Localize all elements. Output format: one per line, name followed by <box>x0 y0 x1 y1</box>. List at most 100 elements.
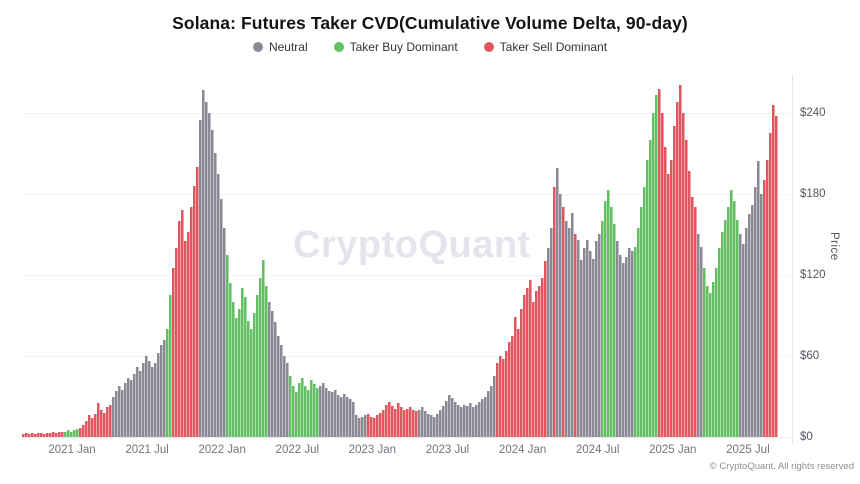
cvd-bar[interactable] <box>616 241 619 437</box>
cvd-bar[interactable] <box>640 207 643 437</box>
cvd-bar[interactable] <box>124 383 127 437</box>
cvd-bar[interactable] <box>187 231 190 437</box>
cvd-bar[interactable] <box>172 268 175 437</box>
legend-item-taker-sell-dominant[interactable]: Taker Sell Dominant <box>483 40 607 54</box>
cvd-bar[interactable] <box>337 395 340 437</box>
cvd-bar[interactable] <box>706 285 709 437</box>
cvd-bar[interactable] <box>73 430 76 437</box>
cvd-bar[interactable] <box>571 212 574 437</box>
cvd-bar[interactable] <box>154 362 157 437</box>
cvd-bar[interactable] <box>238 308 241 437</box>
cvd-bar[interactable] <box>538 285 541 437</box>
cvd-bar[interactable] <box>61 431 64 437</box>
cvd-bar[interactable] <box>22 434 25 437</box>
cvd-bar[interactable] <box>421 407 424 437</box>
cvd-bar[interactable] <box>91 418 94 437</box>
cvd-bar[interactable] <box>103 412 106 437</box>
cvd-bar[interactable] <box>766 160 769 437</box>
cvd-bar[interactable] <box>67 430 70 437</box>
cvd-bar[interactable] <box>79 427 82 437</box>
cvd-bar[interactable] <box>130 380 133 437</box>
cvd-bar[interactable] <box>232 301 235 437</box>
cvd-bar[interactable] <box>397 403 400 437</box>
cvd-bar[interactable] <box>451 397 454 437</box>
cvd-bar[interactable] <box>388 401 391 437</box>
cvd-bar[interactable] <box>535 291 538 437</box>
cvd-bar[interactable] <box>709 292 712 437</box>
cvd-bar[interactable] <box>121 389 124 437</box>
cvd-bar[interactable] <box>139 370 142 437</box>
cvd-bar[interactable] <box>664 146 667 437</box>
cvd-bar[interactable] <box>697 234 700 437</box>
cvd-bar[interactable] <box>268 301 271 437</box>
cvd-bar[interactable] <box>280 345 283 437</box>
cvd-bar[interactable] <box>628 247 631 437</box>
cvd-bar[interactable] <box>463 404 466 437</box>
cvd-bar[interactable] <box>274 322 277 437</box>
cvd-bar[interactable] <box>415 411 418 437</box>
cvd-bar[interactable] <box>88 415 91 437</box>
cvd-bar[interactable] <box>295 392 298 437</box>
cvd-bar[interactable] <box>163 339 166 437</box>
cvd-bar[interactable] <box>196 166 199 437</box>
cvd-bar[interactable] <box>331 392 334 437</box>
cvd-bar[interactable] <box>541 277 544 437</box>
cvd-bar[interactable] <box>157 353 160 437</box>
cvd-bar[interactable] <box>355 415 358 437</box>
cvd-bar[interactable] <box>559 193 562 437</box>
cvd-bar[interactable] <box>658 88 661 437</box>
cvd-bar[interactable] <box>670 160 673 437</box>
cvd-bar[interactable] <box>457 404 460 437</box>
cvd-bar[interactable] <box>754 187 757 437</box>
cvd-bar[interactable] <box>298 383 301 437</box>
cvd-bar[interactable] <box>301 377 304 437</box>
cvd-bar[interactable] <box>394 408 397 437</box>
cvd-bar[interactable] <box>565 220 568 437</box>
cvd-bar[interactable] <box>169 295 172 437</box>
cvd-bar[interactable] <box>256 295 259 437</box>
cvd-bar[interactable] <box>550 227 553 437</box>
cvd-bar[interactable] <box>499 356 502 437</box>
cvd-bar[interactable] <box>478 401 481 437</box>
legend-item-neutral[interactable]: Neutral <box>252 40 308 54</box>
cvd-bar[interactable] <box>490 385 493 437</box>
cvd-bar[interactable] <box>601 220 604 437</box>
cvd-bar[interactable] <box>55 432 58 437</box>
cvd-bar[interactable] <box>634 246 637 437</box>
cvd-bar[interactable] <box>166 328 169 437</box>
cvd-bar[interactable] <box>673 126 676 437</box>
cvd-bar[interactable] <box>322 383 325 437</box>
cvd-bar[interactable] <box>586 239 589 437</box>
cvd-bar[interactable] <box>691 196 694 437</box>
cvd-bar[interactable] <box>688 170 691 437</box>
cvd-bar[interactable] <box>610 207 613 437</box>
cvd-bar[interactable] <box>469 403 472 437</box>
cvd-bar[interactable] <box>115 391 118 437</box>
cvd-bar[interactable] <box>211 130 214 437</box>
cvd-bar[interactable] <box>481 399 484 437</box>
cvd-bar[interactable] <box>220 199 223 437</box>
cvd-bar[interactable] <box>373 418 376 437</box>
cvd-bar[interactable] <box>43 434 46 437</box>
cvd-bar[interactable] <box>304 385 307 437</box>
cvd-bar[interactable] <box>175 247 178 437</box>
cvd-bar[interactable] <box>547 247 550 437</box>
cvd-bar[interactable] <box>487 391 490 437</box>
cvd-bar[interactable] <box>682 112 685 437</box>
cvd-bar[interactable] <box>751 204 754 437</box>
cvd-bar[interactable] <box>379 412 382 437</box>
cvd-bar[interactable] <box>475 404 478 437</box>
cvd-bar[interactable] <box>271 311 274 437</box>
cvd-bar[interactable] <box>583 247 586 437</box>
cvd-bar[interactable] <box>160 345 163 437</box>
cvd-bar[interactable] <box>424 411 427 437</box>
cvd-bar[interactable] <box>346 396 349 437</box>
cvd-bar[interactable] <box>622 262 625 437</box>
cvd-bar[interactable] <box>694 207 697 437</box>
cvd-bar[interactable] <box>223 227 226 437</box>
cvd-bar[interactable] <box>637 227 640 437</box>
cvd-bar[interactable] <box>580 260 583 437</box>
cvd-bar[interactable] <box>265 285 268 437</box>
cvd-bar[interactable] <box>568 227 571 437</box>
cvd-bar[interactable] <box>763 180 766 437</box>
